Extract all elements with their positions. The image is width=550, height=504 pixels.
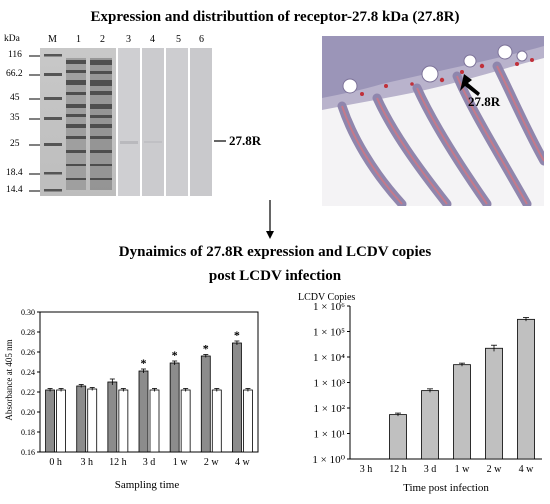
- absorbance-y-tick-label: 0.30: [21, 308, 35, 317]
- figure-title-mid-line1: Dynaimics of 27.8R expression and LCDV c…: [118, 244, 432, 260]
- gel-panel: kDa M 1 2 3 4 5 6 116 66.2 45 35 25 18.4…: [0, 0, 300, 210]
- figure-title-top: Expression and distributtion of receptor…: [90, 9, 460, 25]
- absorbance-y-tick-label: 0.26: [21, 348, 35, 357]
- lcdv-copies-bar-chart: LCDV Copies Time post infection 1 × 10⁰ 1…: [298, 292, 542, 494]
- absorbance-x-tick-label: 0 h: [49, 457, 62, 468]
- marker-label-35: 35: [10, 113, 20, 123]
- lcdv-x-tick-label: 3 h: [360, 464, 373, 475]
- lcdv-chart-title: LCDV Copies: [298, 292, 355, 303]
- absorbance-x-tick-label: 3 d: [143, 457, 156, 468]
- lcdv-bar: [517, 318, 535, 460]
- absorbance-bar: [211, 389, 222, 453]
- lcdv-x-tick-label: 2 w: [487, 464, 503, 475]
- absorbance-y-axis-label: Absorbance at 405 nm: [4, 339, 14, 420]
- marker-label-45: 45: [10, 93, 20, 103]
- marker-label-116: 116: [8, 50, 22, 60]
- absorbance-x-axis-label: Sampling time: [115, 479, 180, 491]
- lcdv-bar: [421, 390, 439, 460]
- down-arrow-icon: [266, 200, 274, 239]
- lcdv-x-tick-label: 4 w: [519, 464, 535, 475]
- absorbance-bar: [76, 385, 87, 453]
- absorbance-x-tick-label: 4 w: [235, 457, 251, 468]
- absorbance-x-tick-label: 2 w: [204, 457, 220, 468]
- lcdv-y-tick-label: 1 × 10³: [313, 378, 345, 390]
- absorbance-bar: [138, 370, 149, 453]
- lcdv-x-tick-label: 1 w: [455, 464, 471, 475]
- histology-panel: 27.8R: [322, 36, 549, 209]
- absorbance-bar: [232, 342, 242, 453]
- figure-title-mid-line2: post LCDV infection: [208, 268, 342, 284]
- marker-label-18: 18.4: [6, 168, 23, 178]
- absorbance-y-tick-label: 0.20: [21, 408, 35, 417]
- absorbance-y-tick-label: 0.16: [21, 448, 35, 457]
- lane-label-3: 3: [126, 34, 131, 45]
- lcdv-y-tick-label: 1 × 10²: [313, 403, 345, 415]
- absorbance-x-tick-label: 1 w: [173, 457, 189, 468]
- absorbance-bar: [180, 389, 191, 453]
- lane-label-2: 2: [100, 34, 105, 45]
- lcdv-y-tick-label: 1 × 10⁵: [313, 327, 345, 339]
- marker-label-66: 66.2: [6, 69, 23, 79]
- band-label-27-8r: 27.8R: [229, 133, 262, 148]
- marker-label-25: 25: [10, 139, 20, 149]
- lcdv-bar: [485, 347, 503, 460]
- gel-unit-label: kDa: [4, 34, 20, 44]
- absorbance-bar: [118, 389, 129, 453]
- absorbance-y-tick-label: 0.22: [21, 388, 35, 397]
- absorbance-y-tick-label: 0.28: [21, 328, 35, 337]
- absorbance-bar: [45, 389, 55, 453]
- lane-label-4: 4: [150, 34, 155, 45]
- marker-label-14: 14.4: [6, 185, 23, 195]
- lcdv-y-tick-label: 1 × 10⁶: [313, 301, 345, 313]
- significance-marker: *: [234, 328, 240, 342]
- lcdv-y-tick-label: 1 × 10⁴: [313, 352, 345, 364]
- lcdv-x-axis-label: Time post infection: [403, 482, 489, 494]
- lcdv-bar: [389, 414, 407, 460]
- significance-marker: *: [141, 356, 147, 370]
- absorbance-y-tick-label: 0.24: [21, 368, 35, 377]
- lcdv-y-tick-label: 1 × 10¹: [313, 429, 345, 441]
- absorbance-bar: [243, 389, 253, 453]
- lcdv-x-tick-label: 12 h: [389, 464, 407, 475]
- significance-marker: *: [203, 342, 209, 356]
- absorbance-bar: [149, 389, 160, 453]
- histology-label-27-8r: 27.8R: [468, 94, 501, 109]
- absorbance-bar: [169, 362, 180, 453]
- gel-image: [29, 48, 226, 196]
- absorbance-y-tick-label: 0.18: [21, 428, 35, 437]
- absorbance-bar: [200, 355, 211, 453]
- lane-label-5: 5: [176, 34, 181, 45]
- absorbance-bar: [107, 381, 118, 453]
- absorbance-bar-chart: Absorbance at 405 nm Sampling time 0.16 0…: [4, 308, 259, 491]
- significance-marker: *: [172, 348, 178, 362]
- lane-label-1: 1: [76, 34, 81, 45]
- absorbance-plot-frame: [39, 311, 259, 453]
- lcdv-bar: [453, 364, 471, 460]
- absorbance-x-tick-label: 3 h: [80, 457, 93, 468]
- lcdv-y-tick-label: 1 × 10⁰: [312, 454, 345, 466]
- lcdv-x-tick-label: 3 d: [424, 464, 437, 475]
- absorbance-bar: [87, 388, 98, 453]
- absorbance-bar: [56, 389, 66, 453]
- lane-label-m: M: [48, 34, 57, 45]
- histology-image: [322, 36, 549, 209]
- absorbance-x-tick-label: 12 h: [109, 457, 127, 468]
- lane-label-6: 6: [199, 34, 204, 45]
